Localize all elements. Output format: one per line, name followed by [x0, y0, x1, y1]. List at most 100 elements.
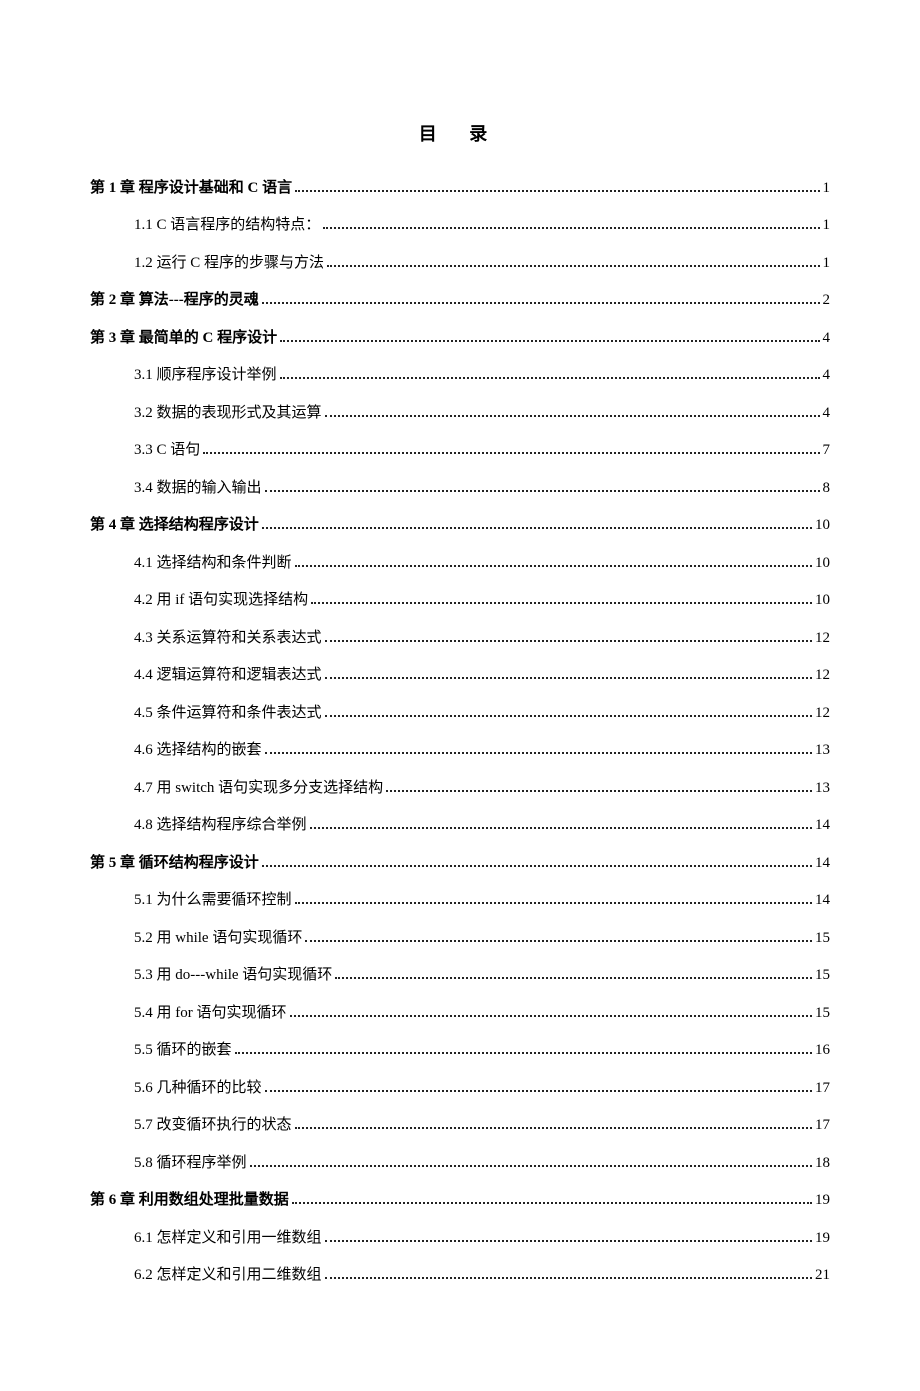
toc-entry-label: 4.2 用 if 语句实现选择结构	[134, 593, 308, 608]
toc-leader	[386, 776, 812, 792]
toc-entry-label: 第 5 章 循环结构程序设计	[90, 856, 259, 871]
toc-entry: 4.1 选择结构和条件判断10	[90, 551, 830, 571]
toc-entry-label: 1.2 运行 C 程序的步骤与方法	[134, 256, 324, 271]
toc-entry-page: 15	[815, 968, 830, 983]
toc-entry: 5.5 循环的嵌套16	[90, 1039, 830, 1059]
toc-entry-page: 10	[815, 518, 830, 533]
toc-entry-label: 5.7 改变循环执行的状态	[134, 1118, 292, 1133]
toc-leader	[325, 626, 812, 642]
toc-entry-label: 4.8 选择结构程序综合举例	[134, 818, 307, 833]
toc-entry-page: 12	[815, 631, 830, 646]
toc-leader	[295, 889, 812, 905]
toc-leader	[262, 851, 812, 867]
toc-entry-label: 4.4 逻辑运算符和逻辑表达式	[134, 668, 322, 683]
toc-entry-label: 3.1 顺序程序设计举例	[134, 368, 277, 383]
toc-entry-label: 5.4 用 for 语句实现循环	[134, 1006, 287, 1021]
toc-entry-page: 4	[823, 406, 831, 421]
toc-entry-page: 14	[815, 818, 830, 833]
toc-leader	[325, 401, 820, 417]
toc-entry: 5.7 改变循环执行的状态17	[90, 1114, 830, 1134]
toc-leader	[265, 739, 812, 755]
toc-entry-page: 13	[815, 743, 830, 758]
toc-entry-label: 4.6 选择结构的嵌套	[134, 743, 262, 758]
toc-entry-label: 第 6 章 利用数组处理批量数据	[90, 1193, 289, 1208]
toc-leader	[310, 814, 812, 830]
toc-entry: 第 5 章 循环结构程序设计 14	[90, 851, 830, 871]
toc-entry-page: 8	[823, 481, 831, 496]
toc-entry: 6.1 怎样定义和引用一维数组19	[90, 1226, 830, 1246]
toc-entry-page: 4	[823, 331, 831, 346]
toc-leader	[325, 1226, 812, 1242]
toc-entry-label: 6.2 怎样定义和引用二维数组	[134, 1268, 322, 1283]
toc-leader	[295, 176, 819, 192]
toc-entry-page: 1	[823, 256, 831, 271]
toc-entry-label: 5.1 为什么需要循环控制	[134, 893, 292, 908]
toc-entry-label: 5.6 几种循环的比较	[134, 1081, 262, 1096]
toc-entry-page: 2	[823, 293, 831, 308]
toc-entry: 4.3 关系运算符和关系表达式 12	[90, 626, 830, 646]
toc-entry: 4.5 条件运算符和条件表达式12	[90, 701, 830, 721]
toc-leader	[323, 214, 819, 230]
toc-entry-page: 13	[815, 781, 830, 796]
toc-entry-page: 4	[823, 368, 831, 383]
toc-leader	[265, 1076, 812, 1092]
toc-leader	[325, 701, 812, 717]
toc-leader	[292, 1189, 812, 1205]
toc-leader	[280, 326, 819, 342]
toc-leader	[325, 664, 812, 680]
toc-entry-page: 18	[815, 1156, 830, 1171]
toc-entry: 4.7 用 switch 语句实现多分支选择结构 13	[90, 776, 830, 796]
toc-entry-label: 4.3 关系运算符和关系表达式	[134, 631, 322, 646]
toc-entry-label: 4.7 用 switch 语句实现多分支选择结构	[134, 781, 383, 796]
toc-entry-page: 7	[823, 443, 831, 458]
toc-leader	[295, 1114, 812, 1130]
toc-entry-label: 第 4 章 选择结构程序设计	[90, 518, 259, 533]
toc-entry-page: 19	[815, 1193, 830, 1208]
toc-entry: 第 3 章 最简单的 C 程序设计 4	[90, 326, 830, 346]
toc-entry-label: 第 3 章 最简单的 C 程序设计	[90, 331, 277, 346]
toc-entry-page: 12	[815, 706, 830, 721]
toc-entry-label: 6.1 怎样定义和引用一维数组	[134, 1231, 322, 1246]
toc-entry: 5.3 用 do---while 语句实现循环 15	[90, 964, 830, 984]
toc-leader	[235, 1039, 812, 1055]
toc-entry-label: 3.2 数据的表现形式及其运算	[134, 406, 322, 421]
toc-entry-page: 15	[815, 1006, 830, 1021]
toc-entry-label: 5.8 循环程序举例	[134, 1156, 247, 1171]
toc-entry-page: 14	[815, 856, 830, 871]
toc-leader	[325, 1264, 812, 1280]
toc-leader	[295, 551, 812, 567]
toc-entry: 4.8 选择结构程序综合举例 14	[90, 814, 830, 834]
toc-entry: 5.8 循环程序举例 18	[90, 1151, 830, 1171]
toc-entry: 4.2 用 if 语句实现选择结构 10	[90, 589, 830, 609]
toc-leader	[203, 439, 819, 455]
toc-leader	[280, 364, 820, 380]
toc-leader	[250, 1151, 812, 1167]
toc-entry-page: 1	[823, 181, 831, 196]
toc-leader	[305, 926, 812, 942]
toc-entry-page: 14	[815, 893, 830, 908]
toc-entry-label: 第 2 章 算法---程序的灵魂	[90, 293, 259, 308]
toc-list: 第 1 章 程序设计基础和 C 语言11.1 C 语言程序的结构特点：11.2 …	[90, 176, 830, 1283]
toc-entry: 4.4 逻辑运算符和逻辑表达式12	[90, 664, 830, 684]
toc-entry-page: 1	[823, 218, 831, 233]
toc-entry-page: 16	[815, 1043, 830, 1058]
toc-entry: 1.2 运行 C 程序的步骤与方法 1	[90, 251, 830, 271]
toc-entry-label: 1.1 C 语言程序的结构特点：	[134, 218, 320, 233]
toc-entry-page: 10	[815, 556, 830, 571]
toc-entry: 6.2 怎样定义和引用二维数组 21	[90, 1264, 830, 1284]
toc-entry-page: 17	[815, 1081, 830, 1096]
toc-heading: 目 录	[90, 120, 830, 146]
toc-entry: 5.1 为什么需要循环控制 14	[90, 889, 830, 909]
toc-entry-page: 10	[815, 593, 830, 608]
toc-entry: 3.3 C 语句7	[90, 439, 830, 459]
toc-leader	[335, 964, 812, 980]
toc-entry-label: 3.4 数据的输入输出	[134, 481, 262, 496]
toc-entry: 1.1 C 语言程序的结构特点： 1	[90, 214, 830, 234]
toc-leader	[262, 289, 820, 305]
toc-leader	[290, 1001, 813, 1017]
toc-entry-label: 5.3 用 do---while 语句实现循环	[134, 968, 332, 983]
toc-entry: 4.6 选择结构的嵌套 13	[90, 739, 830, 759]
toc-leader	[262, 514, 812, 530]
toc-entry: 5.6 几种循环的比较 17	[90, 1076, 830, 1096]
toc-entry-page: 21	[815, 1268, 830, 1283]
